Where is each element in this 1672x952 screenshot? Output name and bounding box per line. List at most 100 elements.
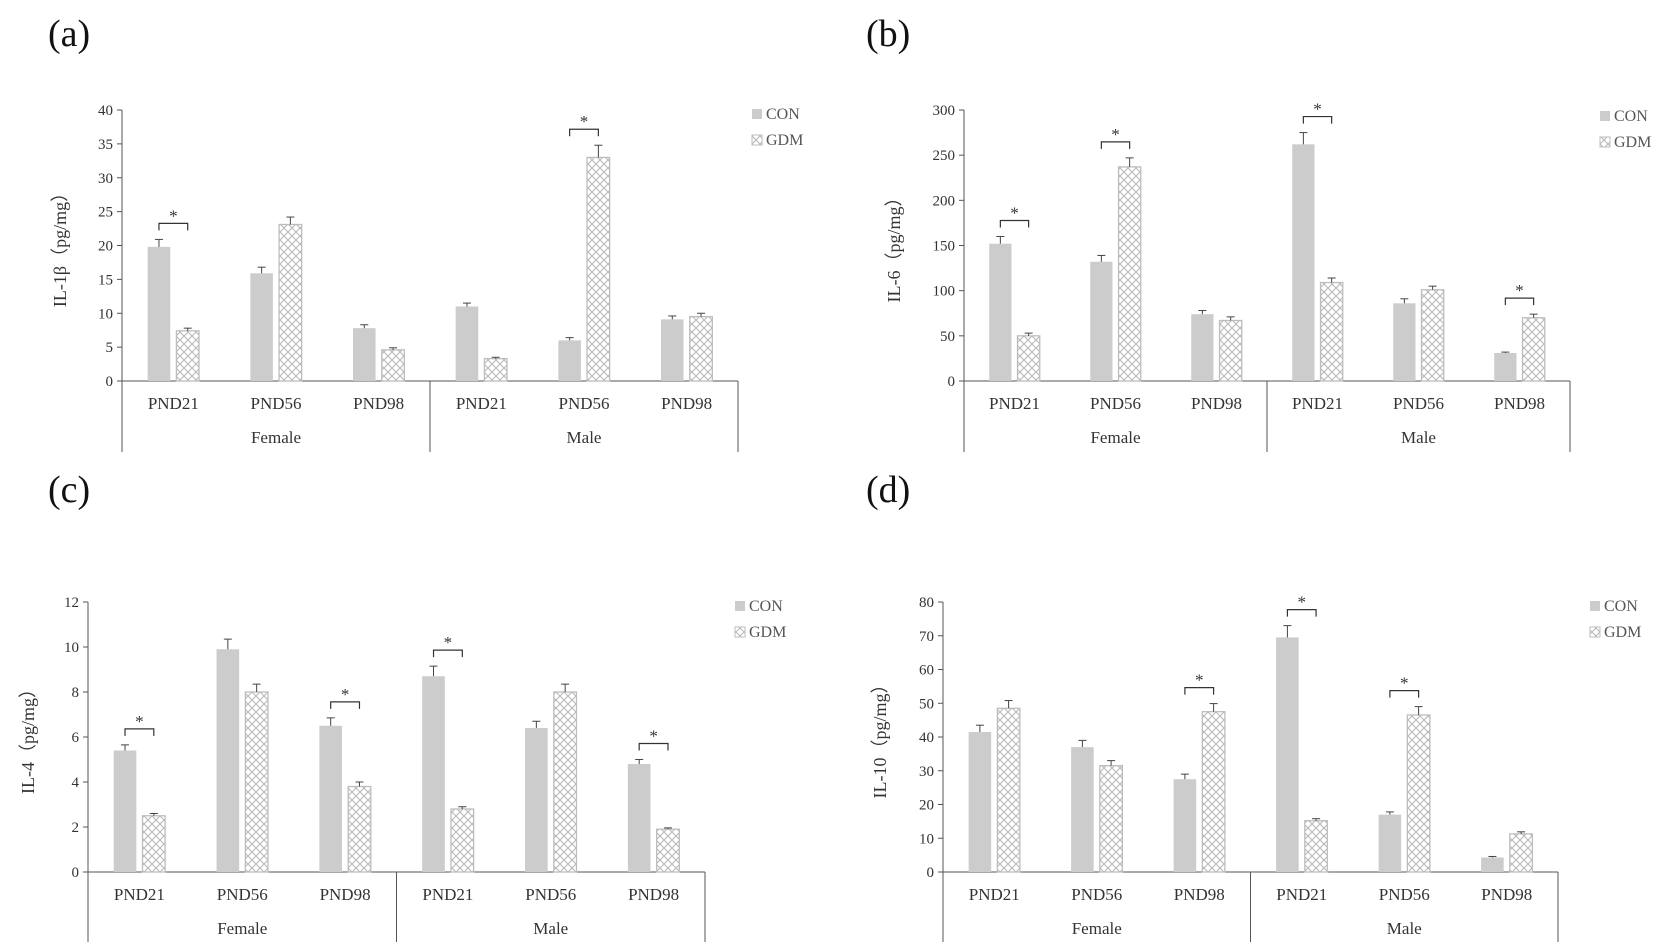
group-label-male: Male	[567, 428, 602, 447]
x-tick-label: PND21	[1276, 885, 1327, 904]
significance-star: *	[1111, 125, 1120, 144]
bar-gdm-1	[1099, 765, 1124, 873]
chart-panel-2: 0 2 4 6 8 10 12 IL-4（pg/mg） PND21 PND56 PND98 PND21…	[18, 595, 786, 942]
legend-swatch-gdm	[1589, 626, 1601, 638]
x-tick-label: PND56	[558, 394, 609, 413]
y-tick-label: 300	[933, 103, 956, 119]
bar-gdm-3	[483, 357, 508, 382]
significance-bracket	[158, 222, 189, 231]
significance-bracket	[1184, 686, 1215, 695]
bar-con-3	[455, 306, 479, 381]
bar-gdm-0	[141, 815, 166, 873]
bar-gdm-0	[175, 330, 200, 382]
y-tick-label: 0	[927, 865, 935, 881]
bar-gdm-2	[1218, 319, 1243, 382]
y-tick-label: 0	[948, 374, 956, 390]
y-tick-label: 30	[98, 171, 113, 187]
panel-label-d: (d)	[866, 469, 911, 511]
group-label-female: Female	[1090, 428, 1140, 447]
significance-bracket	[1389, 690, 1420, 698]
x-tick-label: PND21	[989, 394, 1040, 413]
bar-gdm-3	[450, 808, 475, 873]
chart-panel-1: 0 50 100 150 200 250 300 IL-6（pg/mg） PND21 PND56 P…	[884, 100, 1651, 452]
bar-gdm-0	[996, 707, 1021, 873]
bar-gdm-4	[586, 156, 611, 382]
y-tick-label: 15	[98, 272, 113, 288]
legend-swatch-gdm	[1599, 136, 1611, 148]
y-tick-label: 10	[98, 306, 113, 322]
significance-bracket	[999, 219, 1030, 228]
y-tick-label: 20	[919, 798, 934, 814]
legend-swatch-con	[735, 601, 745, 611]
legend-swatch-gdm	[751, 134, 763, 146]
x-tick-label: PND98	[1481, 885, 1532, 904]
bar-con-0	[989, 243, 1012, 381]
significance-star: *	[341, 685, 350, 704]
x-tick-label: PND98	[320, 885, 371, 904]
significance-bracket	[1286, 609, 1317, 617]
significance-bracket	[432, 649, 463, 658]
chart-panel-0: 0 5 10 15 20 25 30 35 40 IL-1β（pg/mg） PND21 PND56 PN…	[50, 103, 803, 452]
y-tick-label: 150	[933, 239, 956, 255]
y-tick-label: 250	[933, 148, 956, 164]
bar-con-3	[1276, 637, 1299, 872]
legend-label-con: CON	[749, 598, 783, 615]
y-axis-label: IL-1β（pg/mg）	[50, 184, 70, 307]
x-tick-label: PND21	[969, 885, 1020, 904]
bar-con-0	[113, 750, 137, 872]
y-tick-label: 100	[933, 284, 956, 300]
bar-con-1	[216, 649, 240, 872]
significance-bracket	[1100, 141, 1131, 149]
x-tick-label: PND98	[661, 394, 712, 413]
x-tick-label: PND98	[353, 394, 404, 413]
y-tick-label: 5	[106, 340, 114, 356]
bar-gdm-4	[553, 691, 578, 873]
y-tick-label: 2	[72, 820, 80, 836]
y-tick-label: 25	[98, 205, 113, 221]
panel-label-a: (a)	[48, 13, 91, 55]
y-tick-label: 35	[98, 137, 113, 153]
bar-gdm-2	[1201, 711, 1226, 873]
x-tick-label: PND56	[1379, 885, 1430, 904]
significance-star: *	[1010, 203, 1019, 222]
y-tick-label: 0	[106, 374, 114, 390]
bar-gdm-1	[278, 223, 303, 382]
y-tick-label: 20	[98, 239, 113, 255]
significance-bracket	[1504, 297, 1535, 306]
chart-panel-3: 0 10 20 30 40 50 60 70 80 IL-10（pg/mg） PND21 PND56 P…	[870, 593, 1641, 942]
bar-con-0	[147, 246, 171, 381]
group-label-male: Male	[533, 919, 568, 938]
significance-bracket	[330, 701, 361, 709]
bar-gdm-3	[1319, 281, 1344, 382]
y-tick-label: 40	[98, 103, 113, 119]
x-tick-label: PND56	[1090, 394, 1141, 413]
panel-label-b: (b)	[866, 13, 911, 55]
bar-con-1	[250, 273, 273, 381]
significance-star: *	[1400, 674, 1409, 693]
significance-bracket	[638, 742, 669, 751]
y-tick-label: 60	[919, 663, 934, 679]
legend-label-gdm: GDM	[766, 132, 803, 149]
x-tick-label: PND98	[1494, 394, 1545, 413]
y-tick-label: 10	[64, 640, 79, 656]
group-label-male: Male	[1401, 428, 1436, 447]
x-tick-label: PND21	[114, 885, 165, 904]
y-tick-label: 30	[919, 764, 934, 780]
significance-star: *	[169, 206, 178, 225]
bar-gdm-4	[1406, 714, 1431, 873]
x-tick-label: PND56	[525, 885, 576, 904]
bar-gdm-1	[244, 691, 269, 873]
bar-con-1	[1071, 747, 1094, 872]
y-tick-label: 80	[919, 595, 934, 611]
group-label-female: Female	[1072, 919, 1122, 938]
significance-bracket	[569, 128, 599, 137]
significance-star: *	[1298, 593, 1307, 612]
bar-con-4	[558, 340, 581, 381]
bar-con-5	[661, 319, 684, 381]
x-tick-label: PND56	[217, 885, 268, 904]
bar-con-5	[1494, 352, 1517, 381]
significance-star: *	[135, 712, 144, 731]
x-tick-label: PND98	[1174, 885, 1225, 904]
x-tick-label: PND56	[1393, 394, 1444, 413]
